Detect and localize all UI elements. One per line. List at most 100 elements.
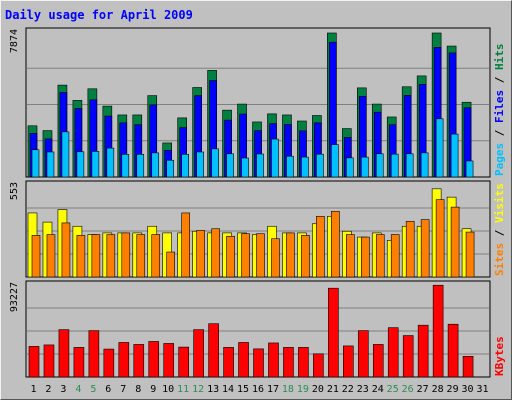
bar-kbytes: [328, 287, 339, 378]
bar-sites: [151, 234, 161, 278]
bar-pages: [450, 133, 459, 178]
bar-pages: [271, 138, 279, 178]
x-tick-label: 31: [476, 384, 488, 395]
bar-sites: [375, 234, 385, 278]
legend-entry: Hits: [493, 44, 506, 71]
bar-sites: [346, 234, 355, 278]
legend-entry: /: [493, 70, 506, 90]
bar-pages: [166, 159, 175, 178]
bar-sites: [241, 233, 250, 278]
x-tick-label: 29: [447, 384, 459, 395]
bar-kbytes: [462, 355, 474, 378]
x-tick-label: 27: [417, 384, 429, 395]
x-tick-label: 12: [192, 384, 204, 395]
x-tick-label: 9: [150, 384, 156, 395]
bar-sites: [166, 251, 176, 278]
bar-kbytes: [387, 327, 399, 378]
bar-kbytes: [372, 344, 384, 378]
bar-kbytes: [298, 347, 309, 378]
bar-pages: [91, 151, 100, 178]
chart-title: Daily usage for April 2009: [5, 8, 193, 22]
bar-pages: [241, 157, 249, 178]
bar-pages: [121, 154, 130, 178]
bar-sites: [211, 228, 220, 278]
bar-pages: [151, 152, 160, 178]
bar-sites: [465, 231, 475, 278]
bar-pages: [316, 153, 324, 178]
bar-kbytes: [253, 348, 264, 378]
bar-pages: [301, 156, 309, 178]
bar-pages: [286, 155, 294, 178]
bar-sites: [121, 232, 131, 278]
x-tick-label: 28: [432, 384, 444, 395]
bar-sites: [286, 232, 295, 278]
bar-pages: [375, 153, 384, 178]
bar-sites: [360, 236, 370, 278]
x-tick-label: 6: [105, 384, 111, 395]
bar-pages: [136, 154, 145, 178]
x-tick-label: 26: [402, 384, 414, 395]
bar-kbytes: [223, 347, 234, 378]
bar-sites: [136, 234, 146, 278]
x-tick-label: 10: [162, 384, 174, 395]
bar-pages: [196, 151, 204, 178]
panel-max-label: 93227: [9, 282, 20, 312]
bar-pages: [181, 154, 189, 178]
bar-pages: [256, 153, 264, 178]
bar-kbytes: [268, 342, 279, 378]
bar-kbytes: [133, 344, 145, 378]
x-tick-label: 22: [342, 384, 354, 395]
x-tick-label: 17: [267, 384, 279, 395]
bar-pages: [46, 151, 55, 178]
bar-pages: [106, 147, 115, 178]
bar-pages: [390, 153, 399, 178]
x-tick-label: 1: [30, 384, 36, 395]
x-tick-label: 14: [222, 384, 234, 395]
bar-sites: [331, 210, 340, 278]
bar-kbytes: [357, 330, 369, 378]
bar-kbytes: [73, 347, 85, 378]
x-tick-label: 15: [237, 384, 249, 395]
bar-kbytes: [163, 343, 175, 378]
legend-entry: Sites: [493, 243, 506, 276]
x-tick-label: 13: [207, 384, 219, 395]
bar-kbytes: [238, 342, 249, 378]
bar-sites: [106, 234, 116, 278]
panel-legend: Sites / Visits: [493, 183, 506, 276]
bar-kbytes: [148, 341, 160, 378]
bar-sites: [256, 233, 265, 278]
x-tick-label: 19: [297, 384, 309, 395]
bar-kbytes: [447, 323, 459, 378]
legend-entry: Files: [493, 90, 506, 123]
bar-pages: [226, 153, 234, 178]
bar-kbytes: [193, 329, 204, 378]
bar-kbytes: [58, 329, 70, 378]
panel-legend: KBytes: [493, 336, 506, 376]
x-tick-label: 21: [327, 384, 339, 395]
bar-sites: [450, 206, 460, 278]
bar-sites: [46, 234, 56, 278]
bar-sites: [301, 235, 310, 278]
bar-kbytes: [103, 348, 115, 378]
bar-pages: [61, 131, 70, 178]
panel-legend: Pages / Files / Hits: [493, 44, 506, 177]
x-tick-label: 11: [177, 384, 189, 395]
x-tick-label: 25: [387, 384, 399, 395]
bar-kbytes: [402, 335, 414, 378]
x-tick-label: 3: [60, 384, 66, 395]
bar-sites: [181, 212, 190, 278]
bar-kbytes: [43, 344, 55, 378]
bar-pages: [360, 156, 369, 178]
x-tick-label: 2: [45, 384, 51, 395]
bar-kbytes: [283, 347, 294, 378]
x-tick-label: 8: [135, 384, 141, 395]
bar-sites: [196, 230, 205, 278]
x-tick-label: 23: [357, 384, 369, 395]
bar-kbytes: [343, 345, 354, 378]
panel-max-label: 553: [9, 182, 20, 200]
bar-kbytes: [28, 346, 40, 378]
bar-pages: [465, 160, 474, 178]
bar-pages: [405, 153, 414, 178]
x-tick-label: 4: [75, 384, 81, 395]
x-tick-label: 30: [462, 384, 474, 395]
